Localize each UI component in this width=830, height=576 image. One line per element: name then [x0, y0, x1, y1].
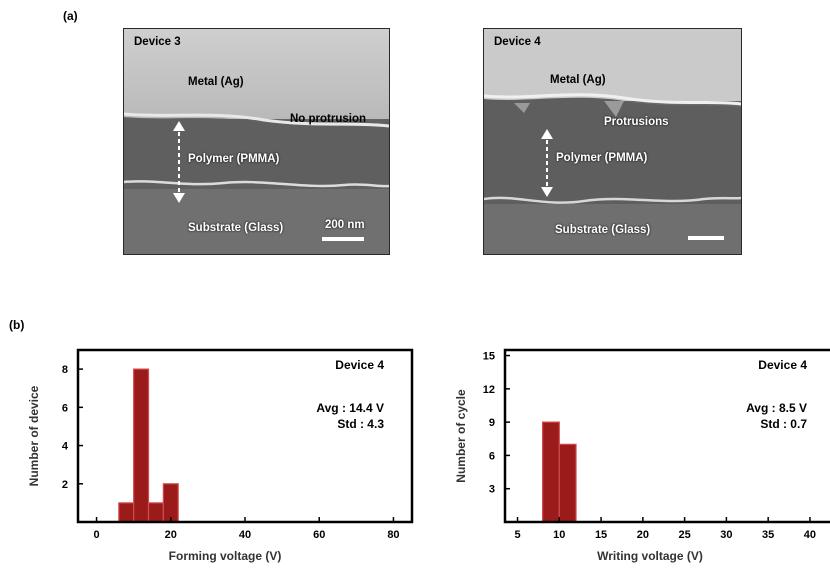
feature-label: Protrusions: [604, 116, 669, 128]
bar: [147, 502, 164, 523]
y-tick-label: 12: [483, 384, 495, 396]
x-tick-label: 15: [595, 529, 607, 541]
device-annotation: Device 4: [335, 358, 384, 372]
x-tick-label: 20: [637, 529, 649, 541]
polymer-label: Polymer (PMMA): [556, 152, 648, 164]
substrate-label: Substrate (Glass): [555, 224, 651, 236]
x-tick-label: 40: [239, 529, 251, 541]
substrate-label: Substrate (Glass): [188, 222, 284, 234]
y-tick-label: 6: [489, 450, 495, 462]
device-annotation: Device 4: [758, 358, 807, 372]
x-tick-label: 10: [553, 529, 565, 541]
x-axis-label: Writing voltage (V): [597, 549, 703, 563]
x-tick-label: 25: [678, 529, 690, 541]
y-tick-label: 6: [62, 402, 68, 414]
y-tick-label: 15: [483, 351, 495, 363]
x-tick-label: 5: [514, 529, 520, 541]
metal-label: Metal (Ag): [188, 76, 244, 88]
forming-voltage-chart-svg: 0 20 40 60 80 2 4 6 8 Forming voltage (V) Number o…: [27, 348, 414, 563]
x-tick-label: 30: [720, 529, 732, 541]
metal-label: Metal (Ag): [550, 74, 606, 86]
y-axis-label: Number of cycle: [454, 389, 468, 483]
x-tick-label: 60: [313, 529, 325, 541]
sem-device-label: Device 4: [494, 36, 541, 48]
plot-frame: [76, 348, 414, 524]
bar: [162, 483, 179, 523]
writing-voltage-chart: 5 10 15 20 25 30 35 40 3 6 9 12 15 Writing voltage (V…: [420, 340, 830, 571]
y-tick-label: 4: [62, 441, 69, 453]
writing-voltage-chart-svg: 5 10 15 20 25 30 35 40 3 6 9 12 15 Writing voltage (V…: [454, 348, 830, 563]
polymer-label: Polymer (PMMA): [188, 153, 280, 165]
y-tick-label: 2: [62, 479, 68, 491]
panel-a-letter: (a): [63, 9, 78, 23]
x-tick-label: 80: [387, 529, 399, 541]
bar: [558, 443, 577, 523]
sem-image-device-4: Device 4 Metal (Ag) Protrusions Polymer …: [483, 28, 742, 255]
stats-annotation: Std : 0.7: [760, 417, 807, 431]
x-axis-label: Forming voltage (V): [169, 549, 282, 563]
plot-frame: [503, 348, 830, 524]
stats-annotation: Std : 4.3: [337, 417, 384, 431]
sem-texture: [124, 29, 389, 254]
bar: [118, 502, 135, 523]
sem-texture: [484, 29, 741, 254]
x-tick-label: 20: [165, 529, 177, 541]
x-tick-label: 40: [804, 529, 816, 541]
stats-annotation: Avg : 14.4 V: [316, 401, 384, 415]
y-tick-label: 3: [489, 484, 495, 496]
stats-annotation: Avg : 8.5 V: [746, 401, 807, 415]
y-tick-label: 9: [489, 417, 495, 429]
y-tick-label: 8: [62, 364, 68, 376]
forming-voltage-chart: 0 20 40 60 80 2 4 6 8 Forming voltage (V) Number o…: [0, 340, 420, 571]
sem-device-label: Device 3: [134, 36, 181, 48]
feature-label: No protrusion: [290, 113, 367, 125]
x-tick-label: 35: [762, 529, 774, 541]
scale-label: 200 nm: [325, 219, 365, 231]
y-axis-label: Number of device: [27, 385, 41, 486]
x-tick-label: 0: [93, 529, 99, 541]
panel-b-letter: (b): [9, 318, 25, 332]
sem-image-device-3: Device 3 Metal (Ag) No protrusion Polyme…: [123, 28, 390, 255]
bar: [541, 421, 560, 523]
bar: [133, 368, 150, 523]
